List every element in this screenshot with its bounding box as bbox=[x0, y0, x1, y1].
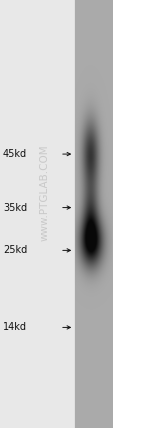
Bar bbox=[75, 0, 112, 428]
Text: 45kd: 45kd bbox=[3, 149, 27, 159]
Text: www.PTGLAB.COM: www.PTGLAB.COM bbox=[40, 144, 50, 241]
Text: 25kd: 25kd bbox=[3, 245, 27, 256]
Text: 14kd: 14kd bbox=[3, 322, 27, 333]
Text: 35kd: 35kd bbox=[3, 202, 27, 213]
Bar bbox=[0, 0, 75, 428]
